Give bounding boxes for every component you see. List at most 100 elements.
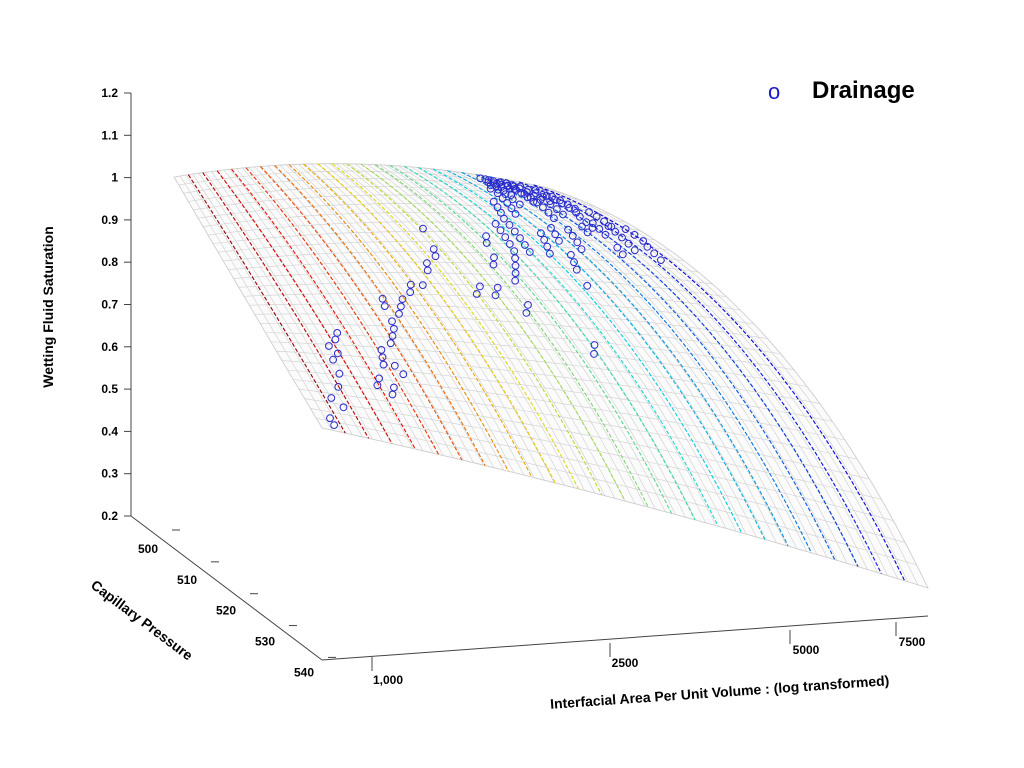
drainage-point bbox=[630, 246, 639, 255]
drainage-point bbox=[329, 355, 338, 364]
contour-line bbox=[447, 170, 766, 540]
drainage-point bbox=[585, 208, 593, 216]
drainage-point bbox=[500, 214, 508, 223]
drainage-point bbox=[325, 342, 333, 350]
surface-grid-line bbox=[202, 212, 641, 231]
drainage-point bbox=[618, 233, 626, 242]
drainage-point bbox=[533, 198, 541, 207]
drainage-point bbox=[406, 280, 415, 289]
drainage-point bbox=[390, 383, 398, 392]
x-tick-label: 2500 bbox=[612, 656, 639, 670]
drainage-point bbox=[516, 182, 525, 191]
drainage-point bbox=[630, 231, 639, 239]
drainage-point bbox=[618, 250, 627, 259]
y-tick-label: 500 bbox=[138, 542, 158, 556]
drainage-point bbox=[491, 219, 500, 228]
drainage-point bbox=[540, 189, 548, 198]
drainage-point bbox=[378, 294, 387, 303]
surface-grid-line bbox=[293, 379, 870, 480]
drainage-point bbox=[521, 241, 529, 249]
drainage-point bbox=[613, 243, 622, 252]
drainage-point bbox=[388, 332, 397, 340]
contour-line bbox=[303, 163, 533, 478]
contour-line bbox=[245, 167, 440, 455]
drainage-point bbox=[493, 203, 502, 212]
contour-line bbox=[403, 165, 696, 521]
surface-grid-line bbox=[218, 241, 685, 262]
drainage-point bbox=[523, 193, 532, 202]
drainage-point bbox=[550, 214, 558, 223]
drainage-point bbox=[476, 174, 485, 183]
drainage-point bbox=[522, 309, 531, 317]
drainage-point bbox=[489, 177, 498, 186]
drainage-point bbox=[379, 360, 388, 369]
tick-labels: 0.2 0.3 0.4 0.5 0.6 0.7 0.8 0.9 1 1.1 1.2 500 510 520… bbox=[101, 86, 925, 687]
drainage-point bbox=[333, 329, 342, 337]
y-tick-label: 540 bbox=[294, 665, 314, 679]
drainage-point bbox=[496, 226, 505, 235]
contour-line bbox=[331, 163, 579, 490]
drainage-point bbox=[378, 353, 387, 362]
contour-line bbox=[360, 163, 626, 502]
y-tick-label: 520 bbox=[216, 604, 236, 618]
drainage-point bbox=[524, 301, 532, 309]
drainage-point bbox=[524, 185, 533, 194]
drainage-point bbox=[399, 370, 408, 379]
drainage-point bbox=[503, 199, 512, 207]
drainage-point bbox=[511, 269, 520, 278]
drainage-point bbox=[330, 421, 339, 430]
z-axis-label: Wetting Fluid Saturation bbox=[40, 226, 56, 388]
drainage-point bbox=[476, 282, 484, 291]
drainage-point bbox=[395, 310, 403, 318]
y-axis-line bbox=[130, 515, 323, 661]
drainage-point bbox=[531, 186, 540, 194]
surface-grid-line bbox=[298, 388, 882, 500]
drainage-point bbox=[472, 290, 481, 298]
drainage-point bbox=[510, 247, 519, 256]
drainage-point bbox=[377, 346, 386, 354]
drainage-point bbox=[575, 212, 584, 221]
drainage-point bbox=[572, 265, 581, 274]
surface-grid-line bbox=[198, 203, 626, 223]
y-axis-label: Capillary Pressure bbox=[88, 577, 196, 664]
drainage-point bbox=[577, 245, 586, 254]
drainage-point bbox=[390, 324, 398, 333]
z-tick-label: 0.6 bbox=[101, 340, 118, 354]
drainage-point bbox=[621, 225, 630, 234]
drainage-point bbox=[515, 200, 524, 209]
drainage-point bbox=[501, 233, 510, 242]
drainage-point bbox=[484, 176, 493, 185]
drainage-point bbox=[546, 200, 555, 209]
drainage-point bbox=[551, 230, 560, 239]
drainage-point bbox=[571, 204, 579, 213]
drainage-point bbox=[604, 222, 613, 231]
drainage-point bbox=[546, 249, 554, 258]
contour-line bbox=[504, 178, 859, 567]
drainage-point bbox=[380, 302, 389, 311]
y-tick-label: 530 bbox=[255, 635, 275, 649]
drainage-point bbox=[590, 341, 599, 349]
drainage-point bbox=[588, 219, 597, 228]
contour-line bbox=[216, 170, 393, 444]
drainage-point bbox=[564, 225, 572, 234]
drainage-point bbox=[334, 383, 343, 391]
contour-line bbox=[187, 174, 346, 434]
x-tick-label: 5000 bbox=[793, 643, 820, 657]
contour-line bbox=[274, 165, 486, 466]
drainage-point bbox=[508, 181, 517, 190]
drainage-point bbox=[611, 227, 620, 236]
drainage-point bbox=[553, 205, 561, 214]
drainage-point bbox=[502, 179, 511, 188]
drainage-point bbox=[511, 261, 520, 270]
drainage-point bbox=[592, 212, 601, 221]
x-axis-line bbox=[321, 615, 929, 661]
drainage-point bbox=[529, 197, 538, 206]
contour-line bbox=[202, 172, 370, 439]
drainage-point bbox=[327, 394, 336, 402]
z-tick-label: 1 bbox=[111, 171, 118, 185]
drainage-point bbox=[650, 249, 659, 258]
drainage-point bbox=[543, 242, 552, 251]
drainage-point bbox=[573, 238, 582, 247]
drainage-point bbox=[516, 234, 524, 243]
drainage-point bbox=[491, 291, 500, 300]
